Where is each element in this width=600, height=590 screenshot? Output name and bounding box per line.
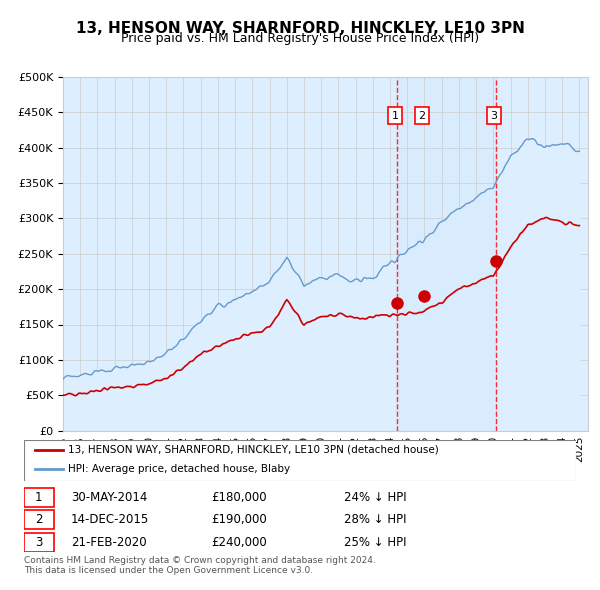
Text: HPI: Average price, detached house, Blaby: HPI: Average price, detached house, Blab… bbox=[68, 464, 290, 474]
Text: 13, HENSON WAY, SHARNFORD, HINCKLEY, LE10 3PN: 13, HENSON WAY, SHARNFORD, HINCKLEY, LE1… bbox=[76, 21, 524, 35]
FancyBboxPatch shape bbox=[24, 440, 576, 481]
Text: 30-MAY-2014: 30-MAY-2014 bbox=[71, 491, 147, 504]
Bar bbox=[397, 77, 496, 431]
Text: Contains HM Land Registry data © Crown copyright and database right 2024.
This d: Contains HM Land Registry data © Crown c… bbox=[24, 556, 376, 575]
FancyBboxPatch shape bbox=[24, 510, 55, 529]
Text: 1: 1 bbox=[392, 111, 399, 120]
FancyBboxPatch shape bbox=[24, 488, 55, 507]
Text: 3: 3 bbox=[490, 111, 497, 120]
Text: 1: 1 bbox=[35, 491, 43, 504]
Text: Price paid vs. HM Land Registry's House Price Index (HPI): Price paid vs. HM Land Registry's House … bbox=[121, 32, 479, 45]
Text: 25% ↓ HPI: 25% ↓ HPI bbox=[344, 536, 407, 549]
Text: 24% ↓ HPI: 24% ↓ HPI bbox=[344, 491, 407, 504]
Text: £190,000: £190,000 bbox=[212, 513, 268, 526]
Text: 28% ↓ HPI: 28% ↓ HPI bbox=[344, 513, 407, 526]
Text: 14-DEC-2015: 14-DEC-2015 bbox=[71, 513, 149, 526]
FancyBboxPatch shape bbox=[24, 533, 55, 552]
Text: 2: 2 bbox=[418, 111, 425, 120]
Text: 13, HENSON WAY, SHARNFORD, HINCKLEY, LE10 3PN (detached house): 13, HENSON WAY, SHARNFORD, HINCKLEY, LE1… bbox=[68, 445, 439, 455]
Text: £240,000: £240,000 bbox=[212, 536, 268, 549]
Text: 2: 2 bbox=[35, 513, 43, 526]
Text: 21-FEB-2020: 21-FEB-2020 bbox=[71, 536, 146, 549]
Text: £180,000: £180,000 bbox=[212, 491, 268, 504]
Text: 3: 3 bbox=[35, 536, 43, 549]
